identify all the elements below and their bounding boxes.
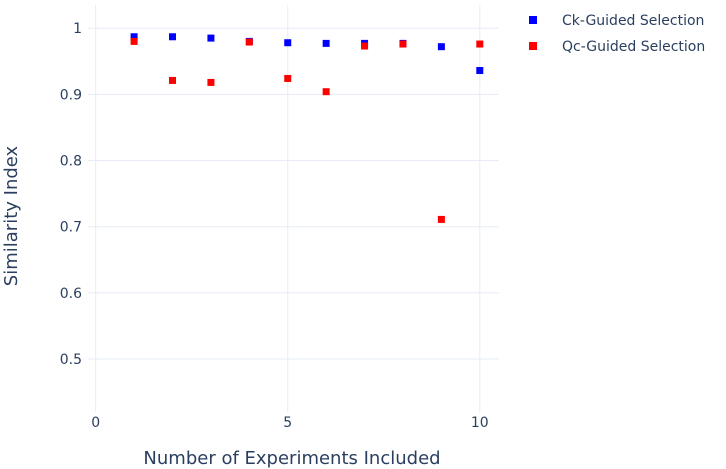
legend-marker-ck	[529, 16, 537, 24]
y-tick-label: 0.7	[60, 220, 82, 236]
data-point-ck[interactable]	[169, 33, 177, 41]
legend[interactable]: Ck-Guided Selection Qc-Guided Selection	[529, 13, 705, 55]
x-tick-label: 0	[91, 415, 100, 431]
x-tick-label: 10	[471, 415, 489, 431]
y-tick-label: 0.5	[60, 352, 82, 368]
data-point-qc[interactable]	[476, 40, 484, 48]
x-tick-label: 5	[283, 415, 292, 431]
y-tick-label: 0.6	[60, 286, 82, 302]
y-axis-title: Similarity Index	[1, 145, 22, 286]
y-tick-label: 0.9	[60, 87, 82, 103]
legend-marker-qc	[529, 42, 537, 50]
data-point-qc[interactable]	[284, 74, 292, 82]
data-point-ck[interactable]	[207, 34, 215, 42]
data-point-ck[interactable]	[284, 39, 292, 47]
y-tick-label: 0.8	[60, 154, 82, 170]
legend-label-qc: Qc-Guided Selection	[562, 39, 705, 55]
gridlines	[88, 5, 499, 412]
x-axis-title: Number of Experiments Included	[143, 448, 440, 469]
data-point-ck[interactable]	[130, 33, 138, 41]
data-point-qc[interactable]	[361, 42, 369, 50]
y-tick-label: 1	[73, 21, 82, 37]
data-point-qc[interactable]	[245, 38, 253, 46]
data-point-qc[interactable]	[322, 88, 330, 96]
x-axis-ticks: 0 5 10	[91, 415, 488, 431]
data-point-ck[interactable]	[322, 39, 330, 47]
data-points	[130, 33, 484, 223]
data-point-qc[interactable]	[399, 40, 407, 48]
data-point-qc[interactable]	[207, 78, 215, 86]
data-point-qc[interactable]	[169, 76, 177, 84]
data-point-ck[interactable]	[437, 43, 445, 51]
legend-label-ck: Ck-Guided Selection	[562, 13, 704, 29]
data-point-qc[interactable]	[437, 215, 445, 223]
data-point-ck[interactable]	[476, 67, 484, 75]
y-axis-ticks: 0.5 0.6 0.7 0.8 0.9 1	[60, 21, 82, 368]
data-point-qc[interactable]	[130, 37, 138, 45]
